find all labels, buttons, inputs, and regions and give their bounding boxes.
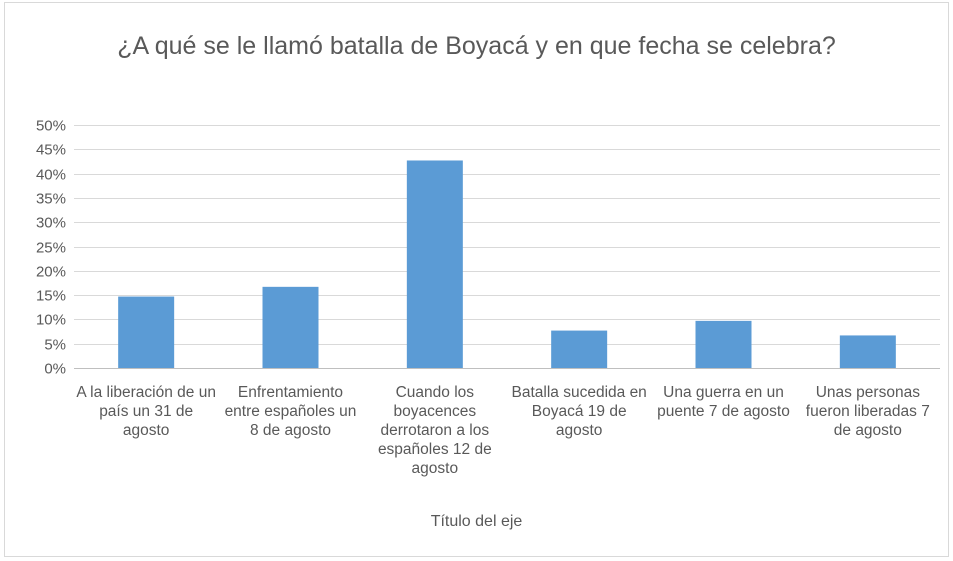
y-tick-label: 35% bbox=[36, 191, 66, 208]
x-category-label: Enfrentamiento entre españoles un 8 de a… bbox=[224, 384, 357, 439]
y-tick-label: 15% bbox=[36, 288, 66, 305]
bar bbox=[262, 286, 319, 368]
chart-frame bbox=[4, 2, 949, 557]
y-tick-label: 30% bbox=[36, 215, 66, 232]
y-tick-label: 50% bbox=[36, 118, 66, 135]
x-category-label: Batalla sucedida en Boyacá 19 de agosto bbox=[511, 384, 647, 439]
x-category-label: Una guerra en un puente 7 de agosto bbox=[657, 384, 790, 420]
y-tick-label: 25% bbox=[36, 240, 66, 257]
x-category-label: Cuando los boyacences derrotaron a los e… bbox=[377, 384, 492, 477]
bar bbox=[695, 320, 752, 368]
bar bbox=[839, 335, 896, 368]
y-tick-label: 40% bbox=[36, 167, 66, 184]
y-tick-label: 20% bbox=[36, 264, 66, 281]
y-tick-label: 45% bbox=[36, 142, 66, 159]
chart-title-text: ¿A qué se le llamó batalla de Boyacá y e… bbox=[117, 32, 836, 60]
x-category-label: Unas personas fueron liberadas 7 de agos… bbox=[805, 384, 930, 439]
bar bbox=[551, 330, 608, 368]
y-tick-label: 5% bbox=[44, 337, 66, 354]
x-category-label: A la liberación de un país un 31 de agos… bbox=[76, 384, 216, 439]
y-tick-label: 10% bbox=[36, 312, 66, 329]
bar bbox=[406, 160, 463, 368]
bar bbox=[118, 296, 175, 368]
x-axis-title: Título del eje bbox=[430, 513, 523, 530]
chart-title: ¿A qué se le llamó batalla de Boyacá y e… bbox=[0, 28, 953, 64]
y-tick-label: 0% bbox=[44, 361, 66, 378]
